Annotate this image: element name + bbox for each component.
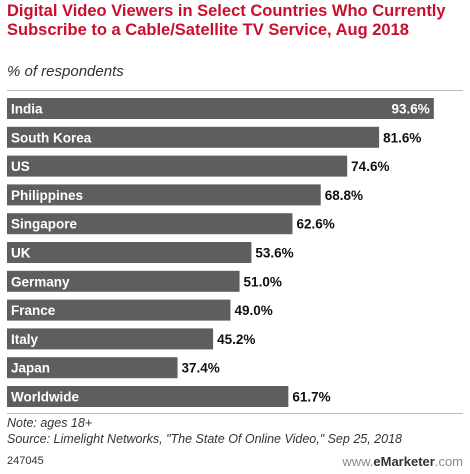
bar-south-korea: [7, 126, 380, 148]
bar-uk: [7, 242, 252, 263]
emarketer-logo: www.eMarketer.com: [342, 454, 463, 469]
logo-brand: eMarketer: [373, 454, 435, 469]
logo-suffix: .com: [434, 454, 463, 469]
value-label: 49.0%: [234, 303, 272, 318]
value-label: 68.8%: [325, 188, 363, 203]
value-label: 74.6%: [351, 159, 389, 174]
bottom-divider: [7, 413, 463, 414]
top-divider: [7, 90, 463, 91]
bar-italy: [7, 328, 214, 350]
bar-germany: [7, 270, 240, 292]
value-label: 62.6%: [296, 217, 334, 232]
category-label: Japan: [11, 361, 50, 376]
category-label: India: [11, 102, 43, 117]
bar-france: [7, 299, 231, 321]
chart-subtitle: % of respondents: [7, 63, 124, 80]
category-label: UK: [11, 246, 31, 261]
category-label: Singapore: [11, 217, 78, 232]
bar-japan: [7, 357, 178, 379]
value-label: 81.6%: [383, 130, 421, 145]
value-label: 45.2%: [217, 332, 255, 347]
bar-worldwide: [7, 386, 289, 407]
value-label: 61.7%: [292, 390, 330, 405]
value-label: 53.6%: [255, 246, 293, 261]
chart-source: Source: Limelight Networks, "The State O…: [7, 432, 402, 446]
bar-india: [7, 98, 434, 119]
chart-note: Note: ages 18+: [7, 416, 93, 430]
chart-id: 247045: [7, 455, 44, 467]
value-label: 37.4%: [182, 361, 220, 376]
category-label: Italy: [11, 332, 39, 347]
chart-title: Digital Video Viewers in Select Countrie…: [7, 2, 446, 39]
value-label: 93.6%: [392, 102, 430, 117]
bar-philippines: [7, 184, 321, 206]
category-label: US: [11, 159, 30, 174]
bar-us: [7, 155, 348, 177]
category-label: Philippines: [11, 188, 83, 203]
category-label: South Korea: [11, 130, 92, 145]
bar-singapore: [7, 213, 293, 235]
category-label: Worldwide: [11, 390, 79, 405]
category-label: France: [11, 303, 56, 318]
logo-prefix: www.: [342, 454, 374, 469]
value-label: 51.0%: [244, 274, 282, 289]
category-label: Germany: [11, 274, 70, 289]
